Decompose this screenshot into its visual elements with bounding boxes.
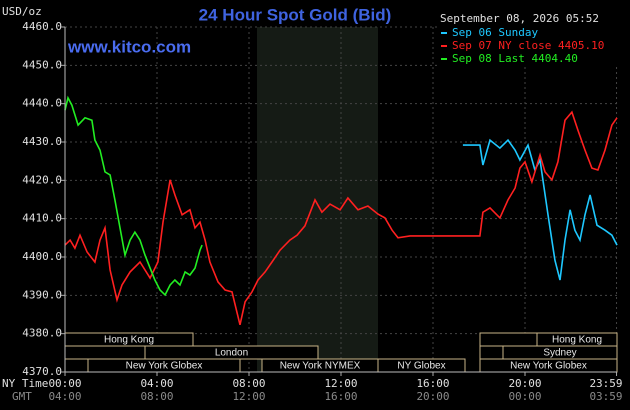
sessions: Hong Kong Hong Kong London Sydney New York G… <box>64 332 618 373</box>
session-label: New York NYMEX <box>280 361 361 372</box>
x2-tick-label: 03:59 <box>589 390 622 403</box>
y-tick-label: 4410.0 <box>22 212 62 225</box>
y-tick-label: 4370.0 <box>22 365 62 378</box>
watermark: www.kitco.com <box>67 37 191 56</box>
session-box <box>64 358 89 373</box>
session-label: Sydney <box>543 348 576 359</box>
x-tick-label: 04:00 <box>140 377 173 390</box>
x-tick-label: 16:00 <box>416 377 449 390</box>
y-tick-label: 4450.0 <box>22 58 62 71</box>
x-tick-label: 23:59 <box>589 377 622 390</box>
x2-tick-label: 00:00 <box>508 390 541 403</box>
session-box <box>479 332 538 347</box>
y-tick-label: 4460.0 <box>22 20 62 33</box>
y-tick-label: 4440.0 <box>22 97 62 110</box>
y-tick-label: 4380.0 <box>22 327 62 340</box>
series-line <box>462 138 618 281</box>
x-tick-label: 08:00 <box>232 377 265 390</box>
session-label: NY Globex <box>397 361 445 372</box>
y-tick-label: 4400.0 <box>22 250 62 263</box>
x2-tick-label: 12:00 <box>232 390 265 403</box>
x-tick-label: 00:00 <box>48 377 81 390</box>
session-label: Hong Kong <box>552 335 602 346</box>
y-tick-label: 4420.0 <box>22 173 62 186</box>
series-line <box>64 95 203 297</box>
session-box <box>479 345 504 360</box>
chart-title: 24 Hour Spot Gold (Bid) <box>199 5 392 24</box>
y-tick-label: 4430.0 <box>22 135 62 148</box>
x2-axis-label: GMT <box>12 390 32 403</box>
x2-tick-label: 16:00 <box>324 390 357 403</box>
session-label: New York Globex <box>510 361 587 372</box>
x2-tick-label: 04:00 <box>48 390 81 403</box>
legend-label: Sep 06 Sunday <box>452 26 538 39</box>
x-tick-label: 12:00 <box>324 377 357 390</box>
x2-tick-label: 08:00 <box>140 390 173 403</box>
timestamp: September 08, 2026 05:52 <box>440 12 599 25</box>
session-label: New York Globex <box>126 361 203 372</box>
lines <box>64 95 618 325</box>
y-tick-label: 4390.0 <box>22 288 62 301</box>
legend-label: Sep 07 NY close 4405.10 <box>452 39 604 52</box>
session-label: London <box>215 348 248 359</box>
legend-label: Sep 08 Last 4404.40 <box>452 52 578 65</box>
x-tick-label: 20:00 <box>508 377 541 390</box>
session-shade <box>257 27 378 372</box>
series-line <box>64 110 618 325</box>
session-label: Hong Kong <box>104 335 154 346</box>
x2-tick-label: 20:00 <box>416 390 449 403</box>
x-axis-label: NY Time <box>2 377 48 390</box>
y-axis-label: USD/oz <box>2 5 42 18</box>
legend-box <box>437 11 627 67</box>
axes: 4370.0 4380.0 4390.0 4400.0 4410.0 4420.0 4430… <box>22 20 622 403</box>
session-box <box>64 345 146 360</box>
